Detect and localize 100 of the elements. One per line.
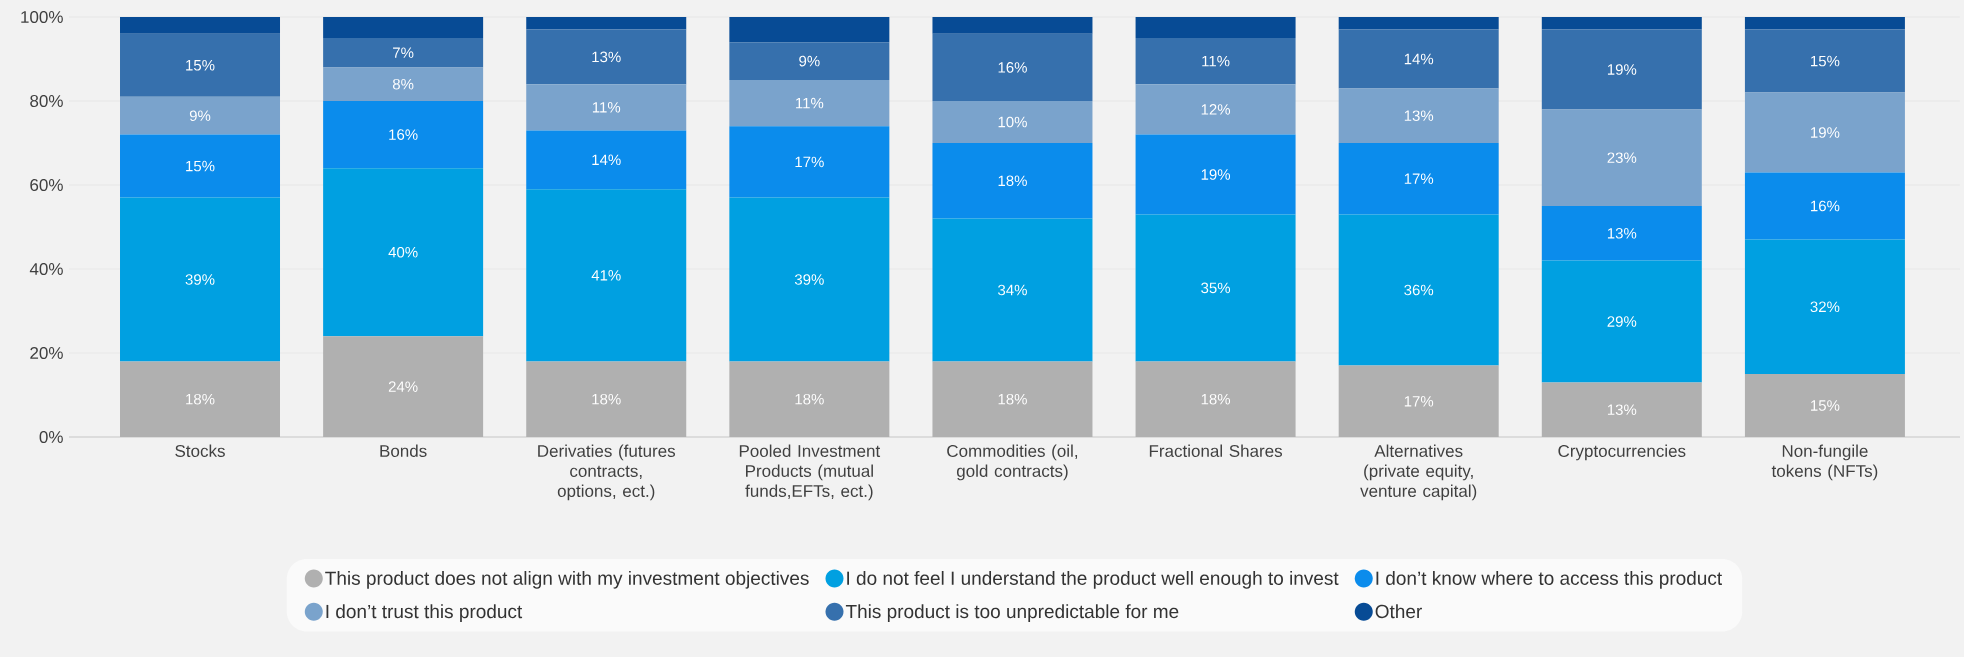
bar: [1135, 361, 1296, 437]
x-tick-label: Bonds: [380, 444, 427, 458]
legend-label: This product is too unpredictable for me: [845, 604, 1179, 622]
bar: [1338, 29, 1499, 89]
bar: [729, 361, 890, 437]
data-label: 39%: [185, 274, 215, 285]
bar: [1541, 260, 1702, 383]
data-label: 16%: [389, 129, 418, 140]
data-label: 17%: [1404, 396, 1434, 407]
bar: [1338, 214, 1499, 366]
bar: [1744, 92, 1905, 173]
data-label: 17%: [1404, 173, 1434, 184]
x-tick-label: Derivaties (futures contracts, options, ect.): [538, 444, 676, 501]
bar: [1744, 29, 1905, 93]
bar: [1744, 374, 1905, 437]
x-tick-label: Alternatives (private equity, venture capital): [1360, 444, 1477, 501]
y-tick-label: 40%: [29, 262, 63, 276]
data-label: 11%: [592, 102, 621, 113]
data-label: 16%: [1811, 200, 1840, 212]
bar: [932, 143, 1093, 219]
data-label: 35%: [1201, 282, 1231, 294]
data-label: 13%: [1404, 110, 1434, 121]
data-label: 24%: [388, 381, 418, 392]
bar: [932, 361, 1093, 437]
bar: [1135, 134, 1296, 215]
bar: [526, 189, 687, 362]
data-label: 9%: [799, 55, 820, 67]
data-label: 23%: [1607, 152, 1637, 163]
data-label: 18%: [186, 393, 215, 405]
bar: [1338, 365, 1499, 437]
bar: [1135, 38, 1296, 85]
data-label: 15%: [186, 60, 215, 71]
bar: [526, 130, 687, 190]
bar: [1541, 109, 1702, 206]
data-label: 18%: [795, 393, 824, 405]
y-tick-label: 20%: [30, 346, 63, 360]
data-label: 12%: [1201, 104, 1231, 115]
bar: [1541, 17, 1702, 30]
data-label: 14%: [1404, 53, 1434, 65]
x-tick-label: Commodities (oil, gold contracts): [947, 444, 1078, 481]
bar: [1338, 88, 1499, 143]
data-label: 16%: [998, 62, 1027, 73]
data-label: 18%: [998, 175, 1027, 187]
data-label: 15%: [1811, 400, 1840, 411]
bar: [526, 84, 687, 131]
data-label: 18%: [592, 393, 621, 405]
bar: [729, 17, 890, 43]
data-label: 13%: [1607, 404, 1637, 415]
x-tick-label: Non-fungile tokens (NFTs): [1771, 444, 1878, 481]
bar: [120, 361, 281, 437]
bar: [120, 96, 281, 135]
data-label: 8%: [392, 78, 414, 90]
data-label: 19%: [1811, 127, 1840, 138]
data-label: 40%: [388, 246, 418, 258]
legend-label: Other: [1375, 604, 1422, 619]
legend-label: I don’t know where to access this product: [1376, 570, 1722, 589]
data-label: 29%: [1607, 316, 1637, 327]
bar: [932, 218, 1093, 362]
bar: [120, 134, 281, 198]
data-label: 32%: [1810, 301, 1840, 313]
bar: [729, 80, 890, 127]
bar: [120, 17, 281, 34]
data-label: 18%: [1201, 393, 1231, 405]
data-label: 9%: [189, 110, 211, 121]
y-tick-label: 100%: [21, 10, 63, 24]
y-tick-label: 60%: [30, 178, 63, 192]
bar: [932, 33, 1093, 101]
bar: [1541, 29, 1702, 110]
legend-label: This product does not align with my investment objectives: [325, 570, 809, 589]
data-label: 13%: [592, 51, 621, 63]
x-tick-label: Stocks: [175, 444, 225, 458]
bar: [323, 38, 484, 68]
bar: [1135, 17, 1296, 38]
y-tick-label: 80%: [30, 94, 63, 108]
bar: [729, 197, 890, 362]
legend-label: I do not feel I understand the product well enough to invest: [847, 570, 1339, 589]
bar: [526, 29, 687, 85]
bar: [1744, 17, 1905, 30]
x-tick-label: Fractional Shares: [1149, 444, 1283, 458]
bar: [323, 336, 484, 437]
data-label: 13%: [1607, 227, 1637, 239]
bar: [729, 42, 890, 80]
bar: [1338, 143, 1499, 215]
data-label: 18%: [998, 393, 1027, 405]
bar: [323, 101, 484, 169]
bar: [323, 168, 484, 337]
bar: [932, 17, 1093, 34]
bar: [1541, 382, 1702, 437]
data-label: 36%: [1404, 284, 1434, 296]
bar: [323, 67, 484, 101]
bar: [120, 33, 281, 97]
bar: [932, 101, 1093, 143]
bar: [1744, 172, 1905, 240]
data-label: 15%: [1811, 55, 1840, 67]
data-label: 14%: [592, 154, 621, 166]
data-label: 7%: [393, 47, 414, 58]
bar: [1338, 17, 1499, 30]
bar: [729, 126, 890, 198]
x-tick-label: Pooled Investment Products (mutual funds,EFTs, ect.): [739, 444, 881, 501]
bar: [526, 17, 687, 30]
